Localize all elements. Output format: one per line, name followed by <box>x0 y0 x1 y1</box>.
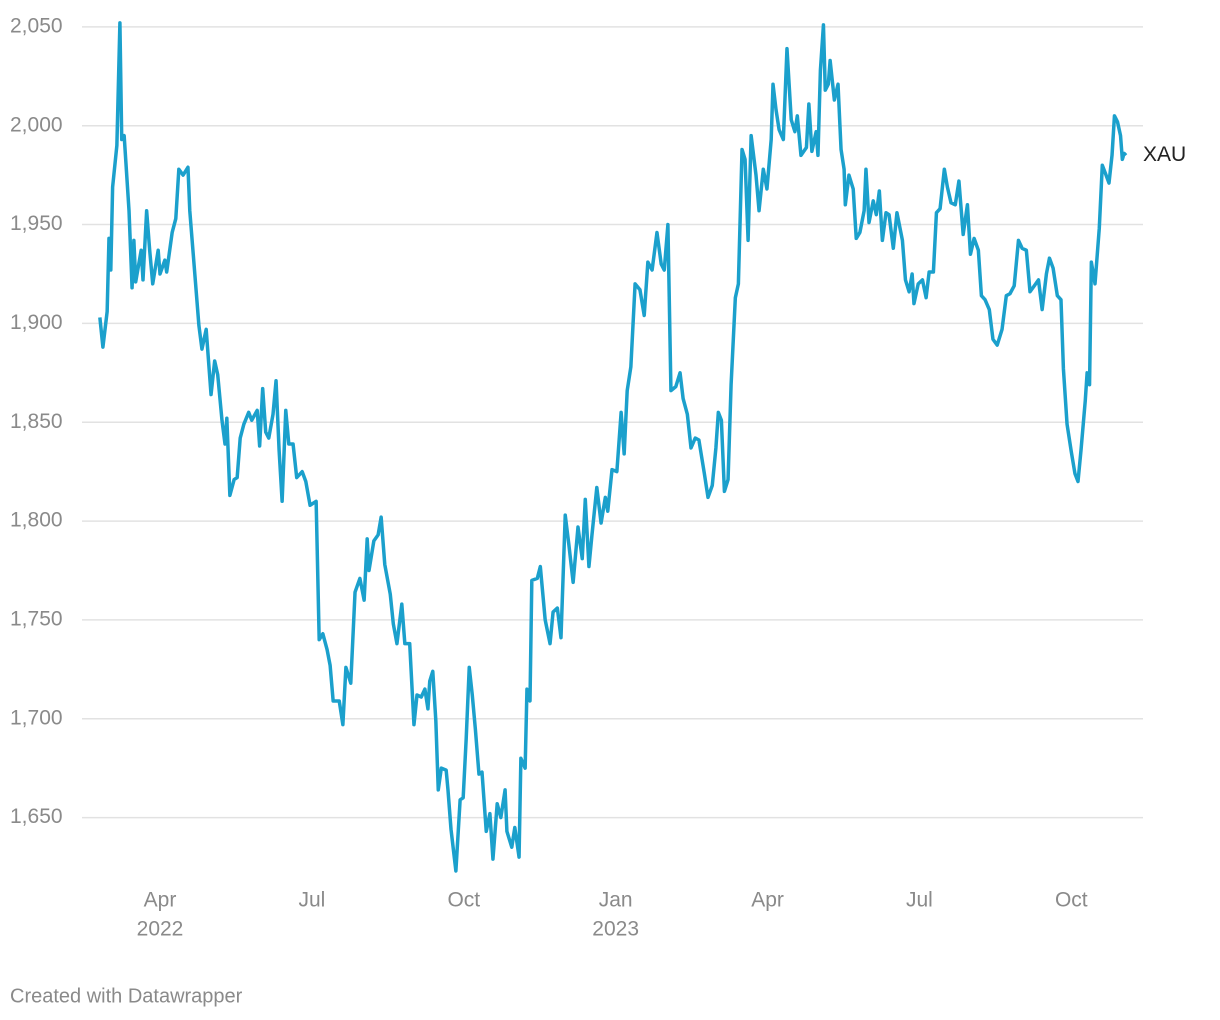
y-tick-label: 1,950 <box>10 212 63 235</box>
y-tick-label: 1,850 <box>10 410 63 433</box>
y-tick-label: 2,050 <box>10 14 63 37</box>
y-tick-label: 1,700 <box>10 706 63 729</box>
credit: Created with Datawrapper <box>10 985 243 1007</box>
x-tick-label: Apr <box>144 889 177 912</box>
series-label: XAU <box>1143 143 1186 166</box>
x-year-label: 2022 <box>137 918 184 941</box>
x-tick-label: Apr <box>751 889 784 912</box>
x-tick-label: Jan <box>599 889 633 912</box>
x-tick-label: Jul <box>906 889 933 912</box>
x-tick-label: Oct <box>1055 889 1088 912</box>
x-tick-label: Oct <box>447 889 480 912</box>
y-tick-label: 1,750 <box>10 607 63 630</box>
y-tick-label: 1,650 <box>10 805 63 828</box>
x-year-label: 2023 <box>592 918 639 941</box>
y-tick-label: 2,000 <box>10 113 63 136</box>
y-tick-label: 1,900 <box>10 311 63 334</box>
line <box>98 21 1128 873</box>
x-tick-label: Jul <box>298 889 325 912</box>
y-tick-label: 1,800 <box>10 509 63 532</box>
